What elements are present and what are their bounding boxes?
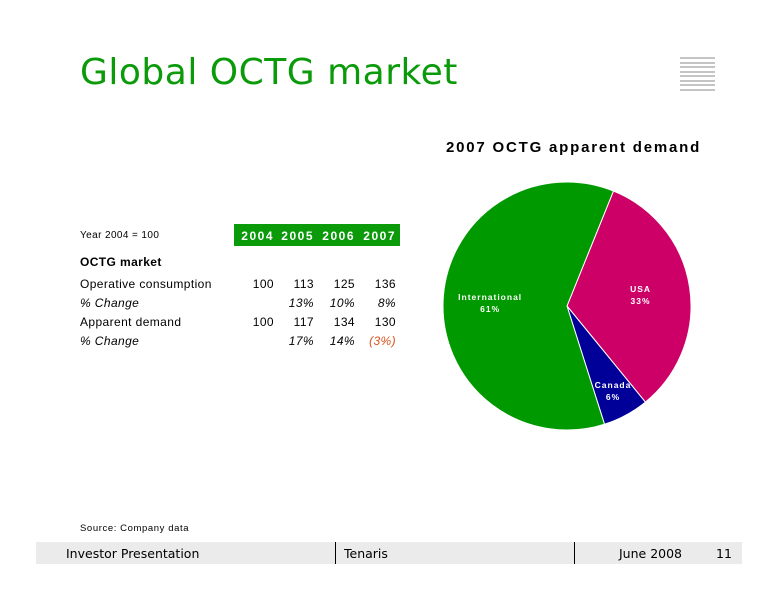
logo-stripes: [680, 57, 715, 93]
source-note: Source: Company data: [80, 523, 190, 534]
table-cell: 17%: [288, 334, 314, 348]
footer-divider: [335, 542, 336, 564]
row-label: % Change: [80, 296, 140, 310]
row-label: % Change: [80, 334, 140, 348]
base-year-label: Year 2004 = 100: [80, 230, 160, 241]
table-cell: 14%: [329, 334, 355, 348]
table-cell: 8%: [377, 296, 396, 310]
pie-label-name: Canada: [595, 380, 632, 390]
year-2004: 2004: [241, 229, 274, 243]
table-cell: 13%: [288, 296, 314, 310]
table-cell: 130: [374, 315, 396, 329]
pie-slice-usa: [566, 190, 692, 403]
row-label: Operative consumption: [80, 277, 212, 291]
pie-label-value: 33%: [631, 296, 651, 306]
footer-page-number: 11: [716, 546, 732, 561]
table-cell: 134: [333, 315, 355, 329]
table-row: Operative consumption 100 113 125 136: [80, 277, 400, 295]
table-cell: 136: [374, 277, 396, 291]
table-row: % Change 13% 10% 8%: [80, 296, 400, 314]
table-cell: (3%): [369, 334, 396, 348]
pie-label-value: 6%: [606, 392, 620, 402]
footer-divider: [574, 542, 575, 564]
table-cell: 125: [333, 277, 355, 291]
footer-presentation: Investor Presentation: [66, 546, 200, 561]
chart-title: 2007 OCTG apparent demand: [446, 139, 702, 156]
table-cell: 117: [293, 315, 314, 329]
base-year-row: Year 2004 = 100: [80, 230, 400, 248]
pie-chart: USA 33% Canada 6% International 61%: [442, 181, 692, 431]
pie-label-name: International: [458, 292, 522, 302]
table-cell: 100: [252, 277, 274, 291]
table-cell: 10%: [329, 296, 355, 310]
year-header: 2004 2005 2006 2007: [234, 224, 400, 246]
pie-label-value: 61%: [480, 304, 500, 314]
table-row: % Change 17% 14% (3%): [80, 334, 400, 352]
section-heading: OCTG market: [80, 255, 162, 269]
table-cell: 100: [252, 315, 274, 329]
year-2006: 2006: [322, 229, 355, 243]
pie-label-name: USA: [630, 284, 651, 294]
year-2007: 2007: [363, 229, 396, 243]
pie-slice-international: [442, 181, 615, 431]
row-label: Apparent demand: [80, 315, 182, 329]
slide-title: Global OCTG market: [80, 52, 458, 93]
section-row: OCTG market: [80, 255, 400, 273]
year-2005: 2005: [281, 229, 314, 243]
footer-company: Tenaris: [344, 546, 388, 561]
table-cell: 113: [293, 277, 314, 291]
footer-date: June 2008: [619, 546, 683, 561]
table-row: Apparent demand 100 117 134 130: [80, 315, 400, 333]
footer-bar: Investor Presentation Tenaris June 2008 …: [36, 542, 742, 564]
